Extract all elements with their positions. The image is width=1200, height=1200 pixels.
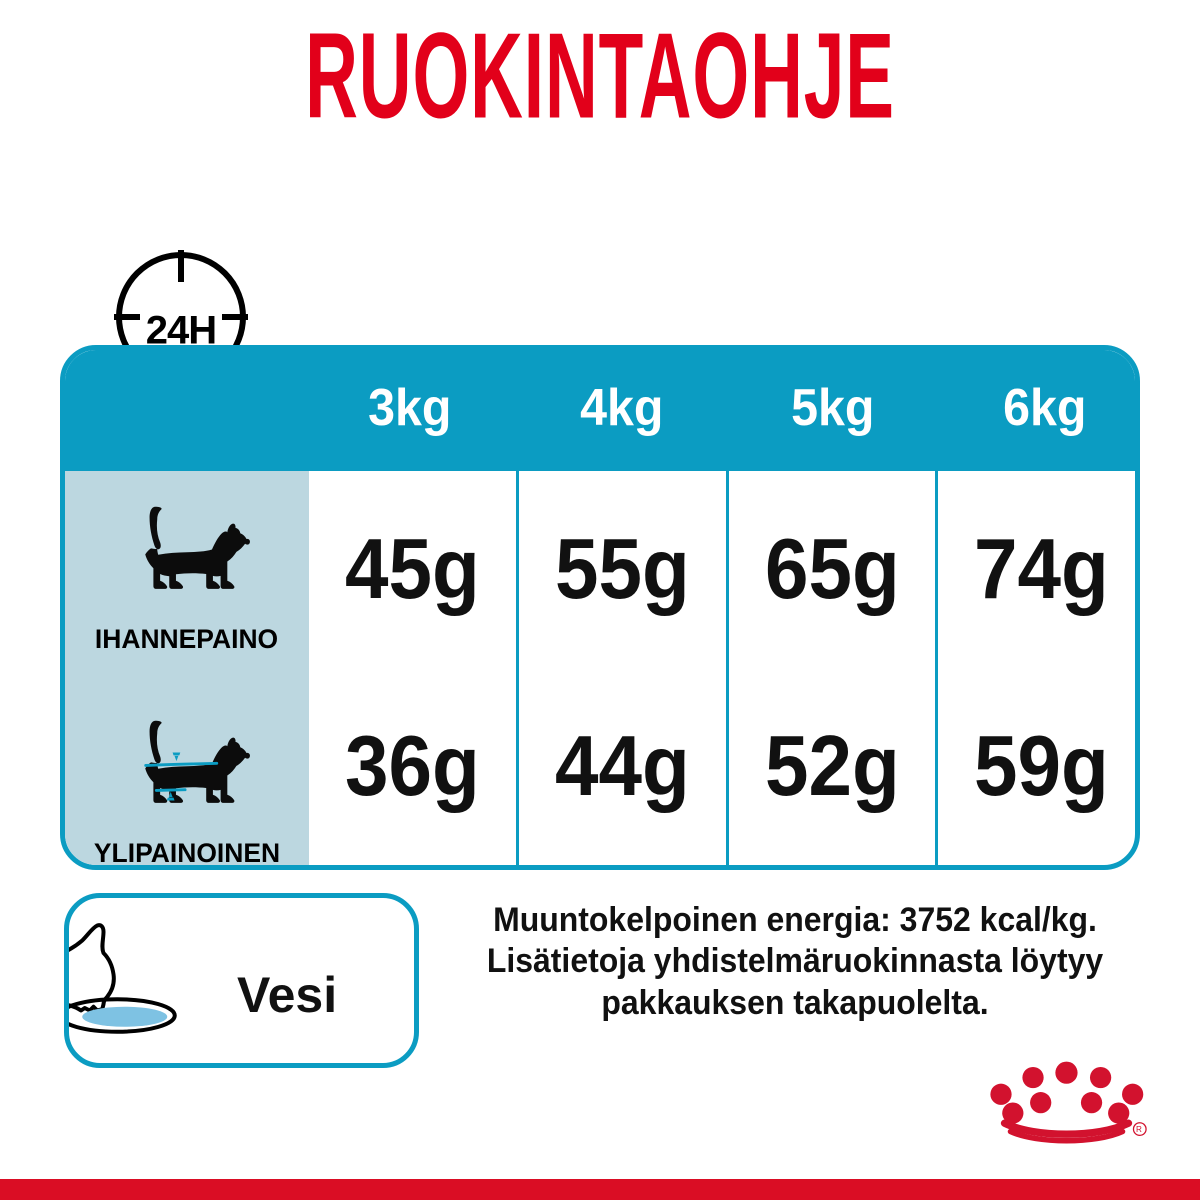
svg-text:R: R	[1136, 1125, 1142, 1134]
